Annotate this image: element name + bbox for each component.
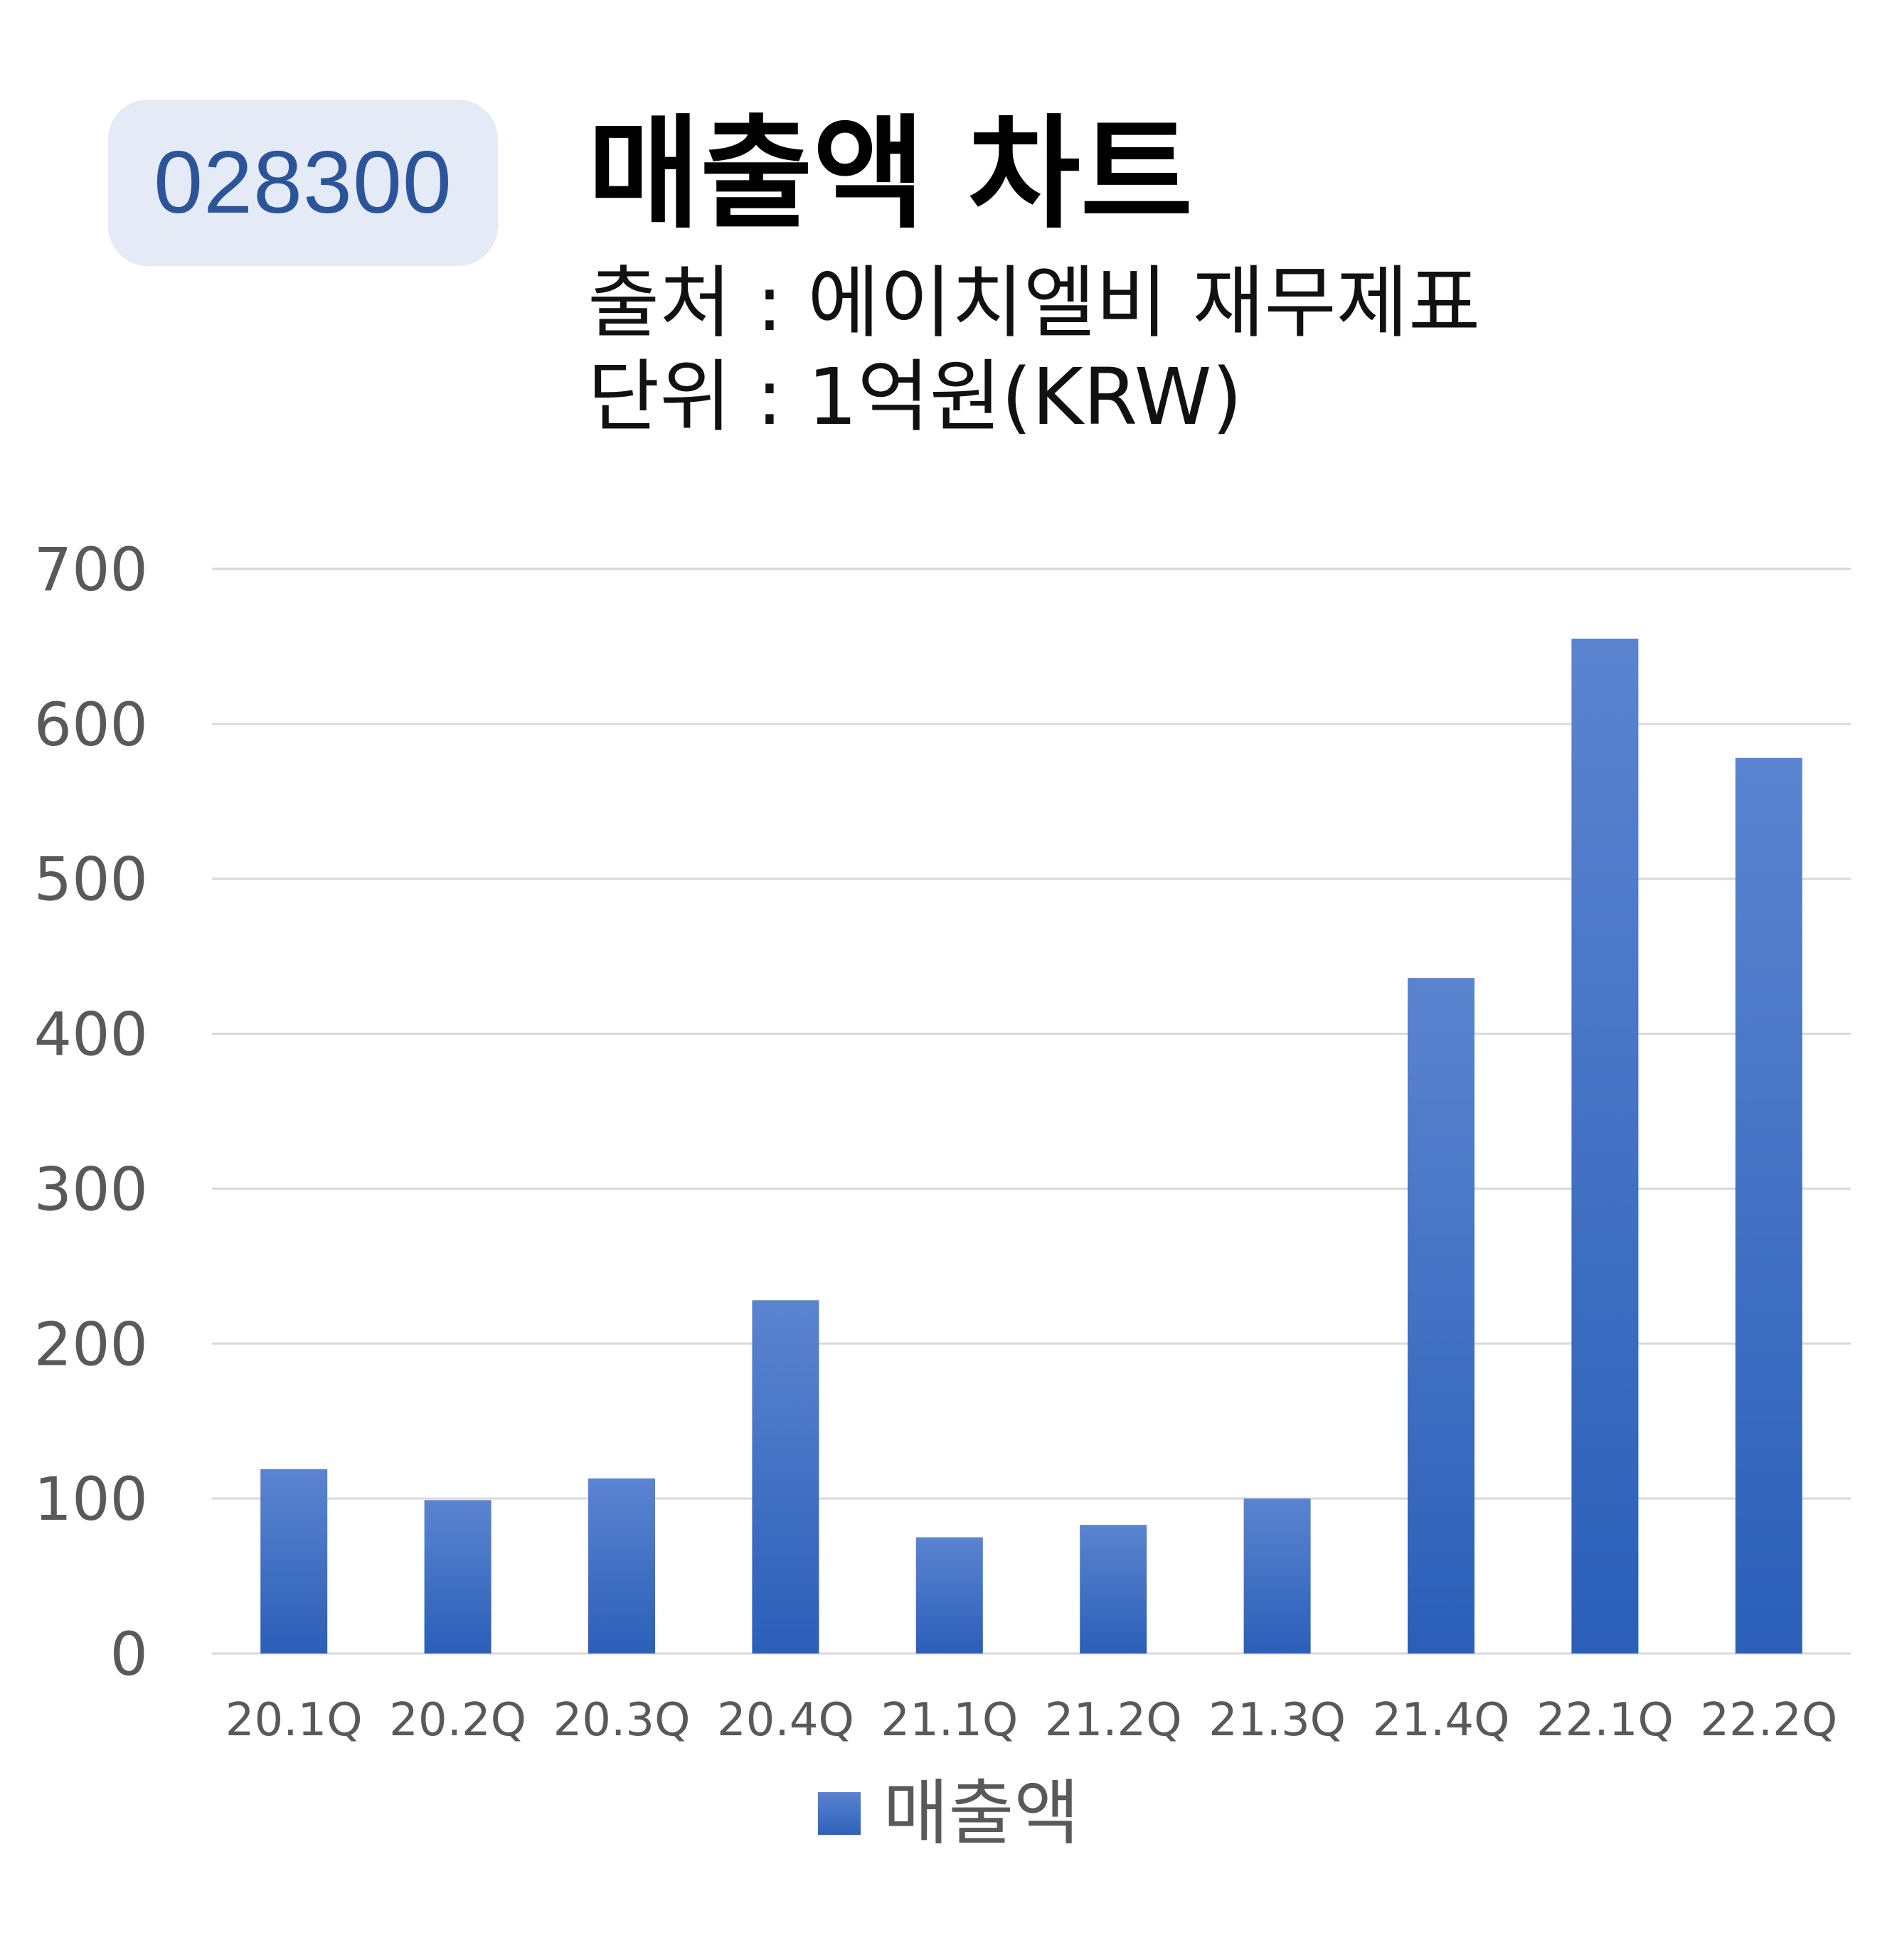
y-tick-label: 500: [34, 845, 148, 915]
x-tick-label: 22.2Q: [1700, 1694, 1837, 1747]
y-tick-label: 200: [34, 1309, 148, 1379]
legend: 매출액: [0, 1771, 1897, 1856]
bar-22.2Q: [1735, 757, 1802, 1653]
y-tick-label: 700: [34, 535, 148, 604]
y-tick-label: 600: [34, 690, 148, 760]
bars: [260, 639, 1802, 1654]
x-tick-label: 21.3Q: [1208, 1694, 1346, 1747]
x-tick-label: 20.4Q: [717, 1694, 854, 1747]
y-tick-label: 100: [34, 1464, 148, 1534]
bar-21.4Q: [1408, 978, 1474, 1653]
legend-label: 매출액: [883, 1772, 1080, 1855]
chart-source: 출처 : 에이치엘비 재무제표: [588, 257, 1481, 348]
bar-20.3Q: [588, 1478, 655, 1653]
x-tick-label: 22.1Q: [1536, 1694, 1674, 1747]
x-tick-label: 20.3Q: [553, 1694, 691, 1747]
chart-unit: 단위 : 1억원(KRW): [588, 351, 1243, 442]
x-axis-ticks: 20.1Q 20.2Q 20.3Q 20.4Q 21.1Q 21.2Q 21.3Q 21.4Q…: [225, 1694, 1837, 1747]
x-tick-label: 21.2Q: [1045, 1694, 1182, 1747]
x-tick-label: 20.1Q: [225, 1694, 363, 1747]
bar-20.4Q: [752, 1300, 819, 1653]
bar-20.1Q: [260, 1469, 328, 1653]
ticker-code: 028300: [154, 134, 452, 232]
legend-swatch: [817, 1792, 861, 1835]
y-tick-label: 0: [110, 1619, 148, 1689]
bar-21.3Q: [1243, 1498, 1311, 1653]
y-tick-label: 400: [34, 1000, 148, 1070]
x-tick-label: 21.4Q: [1373, 1694, 1510, 1747]
bar-20.2Q: [424, 1500, 491, 1653]
chart-title: 매출액 차트: [588, 102, 1194, 245]
y-tick-label: 300: [34, 1154, 148, 1224]
x-tick-label: 21.1Q: [881, 1694, 1018, 1747]
bar-22.1Q: [1571, 639, 1639, 1654]
ticker-badge: 028300: [108, 100, 498, 266]
bar-21.1Q: [915, 1537, 983, 1653]
y-axis-ticks: 0 100 200 300 400 500 600 700: [34, 535, 148, 1689]
x-tick-label: 20.2Q: [389, 1694, 526, 1747]
bar-21.2Q: [1080, 1525, 1147, 1653]
